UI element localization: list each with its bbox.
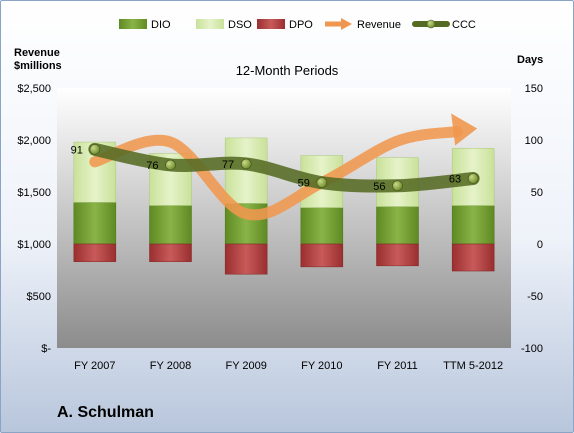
x-tick-label: FY 2010: [301, 360, 342, 372]
left-tick-label: $1,500: [17, 187, 51, 199]
left-axis: $- $500 $1,000 $1,500 $2,000 $2,500: [17, 83, 51, 355]
legend-swatch: [257, 19, 285, 29]
left-tick-label: $2,000: [17, 135, 51, 147]
legend-label: DSO: [228, 19, 252, 31]
legend-item-ccc: CCC: [412, 19, 476, 31]
ccc-data-label: 59: [298, 178, 310, 190]
bar-dpo: [451, 243, 495, 272]
right-axis: -100 -50 0 50 100 150: [521, 83, 543, 355]
ccc-point: [165, 159, 176, 171]
revenue-series: [89, 113, 478, 221]
ccc-point: [392, 180, 403, 192]
ccc-line: [88, 142, 480, 193]
chart-title: 12-Month Periods: [236, 63, 339, 78]
legend-label: DIO: [151, 19, 171, 31]
right-tick-label: 100: [525, 135, 543, 147]
x-tick-label: FY 2007: [74, 360, 115, 372]
legend-swatch: [196, 19, 224, 29]
ccc-data-label: 63: [449, 173, 461, 185]
left-tick-label: $2,500: [17, 83, 51, 95]
legend-item-dio: DIO: [119, 19, 171, 31]
right-tick-label: 50: [531, 187, 543, 199]
right-axis-title: Days: [517, 54, 543, 66]
bar-dpo: [73, 243, 117, 262]
bar-dio: [376, 206, 419, 245]
ccc-point: [316, 177, 328, 189]
legend-item-revenue: Revenue: [325, 18, 401, 31]
bar-dpo: [300, 243, 344, 268]
legend-swatch: [119, 19, 147, 29]
legend: DIO DSO DPO Revenue CCC: [119, 18, 476, 31]
left-tick-label: $-: [41, 343, 51, 355]
legend-swatch-arrowhead: [341, 18, 352, 30]
bar-dpo: [149, 243, 192, 262]
legend-label: CCC: [452, 19, 476, 31]
bar-dio: [300, 207, 344, 245]
ccc-point: [89, 143, 101, 155]
x-axis: FY 2007 FY 2008 FY 2009 FY 2010 FY 2011 TTM 5…: [74, 360, 503, 372]
legend-item-dso: DSO: [196, 19, 252, 31]
ccc-point: [467, 173, 479, 184]
ccc-point: [240, 158, 252, 170]
left-axis-title-line2: $millions: [14, 60, 62, 72]
right-tick-label: -100: [521, 343, 543, 355]
x-tick-label: FY 2011: [377, 360, 418, 372]
ccc-data-label: 91: [71, 144, 83, 156]
ccc-data-label: 56: [373, 181, 385, 193]
company-name: A. Schulman: [57, 404, 154, 421]
legend-label: DPO: [289, 19, 313, 31]
x-tick-label: FY 2008: [150, 360, 191, 372]
legend-swatch-marker: [426, 19, 436, 29]
bar-dpo: [224, 243, 268, 275]
left-tick-label: $1,000: [17, 239, 51, 251]
right-tick-label: -50: [527, 291, 543, 303]
bar-dio: [73, 202, 117, 245]
left-tick-label: $500: [27, 291, 51, 303]
right-tick-label: 0: [537, 239, 543, 251]
x-tick-label: FY 2009: [225, 360, 266, 372]
x-tick-label: TTM 5-2012: [443, 360, 503, 372]
revenue-line: [89, 126, 463, 221]
bar-dpo: [376, 243, 419, 267]
right-tick-label: 150: [525, 83, 543, 95]
bar-dio: [451, 205, 495, 245]
left-axis-title-line1: Revenue: [14, 47, 60, 59]
bar-dio: [149, 205, 192, 245]
legend-item-dpo: DPO: [257, 19, 313, 31]
revenue-arrowhead: [451, 113, 478, 146]
plot-area: [57, 88, 511, 348]
ccc-data-label: 76: [146, 160, 158, 172]
ccc-series: 91 76 77 59 56 63: [71, 142, 480, 193]
ccc-data-label: 77: [222, 159, 234, 171]
legend-label: Revenue: [357, 19, 401, 31]
